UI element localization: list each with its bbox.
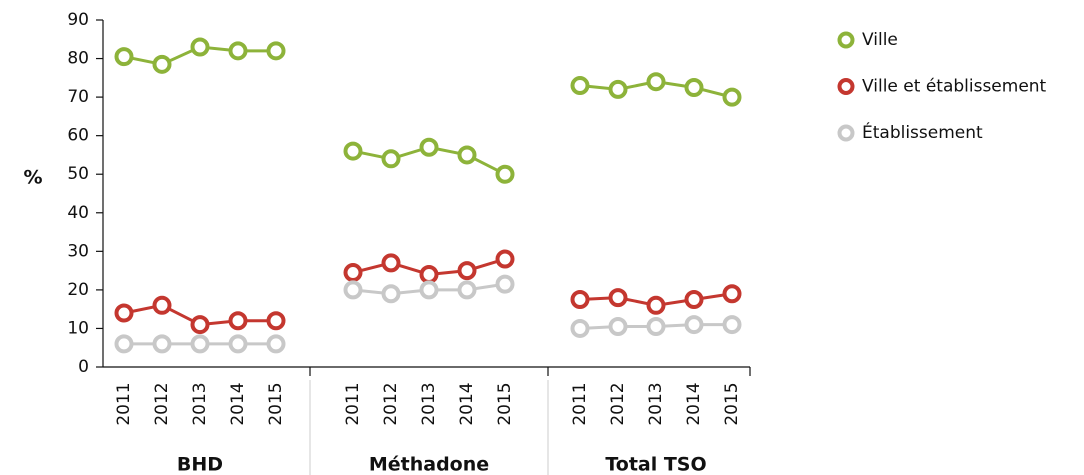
- point: [495, 164, 515, 184]
- point: [722, 315, 742, 335]
- point: [608, 317, 628, 337]
- point: [190, 334, 210, 354]
- legend-marker: [837, 31, 855, 49]
- y-tick-label: 90: [67, 10, 89, 30]
- point: [684, 315, 704, 335]
- point: [457, 261, 477, 281]
- x-tick-label: 2015: [266, 382, 286, 425]
- point: [495, 249, 515, 269]
- y-tick-label: 20: [67, 280, 89, 300]
- y-tick-label: 80: [67, 49, 89, 69]
- x-tick-label: 2012: [152, 382, 172, 425]
- y-tick-label: 60: [67, 126, 89, 146]
- x-tick-label: 2011: [343, 382, 363, 425]
- x-tick-label: 2011: [114, 382, 134, 425]
- point: [570, 76, 590, 96]
- y-tick-label: 70: [67, 87, 89, 107]
- point: [457, 280, 477, 300]
- y-tick-label: 0: [78, 357, 89, 377]
- point: [152, 295, 172, 315]
- point: [495, 274, 515, 294]
- x-tick-label: 2013: [419, 382, 439, 425]
- point: [152, 54, 172, 74]
- point: [114, 47, 134, 67]
- x-tick-label: 2012: [608, 382, 628, 425]
- point: [343, 263, 363, 283]
- y-axis-label: %: [23, 167, 42, 189]
- x-tick-label: 2013: [190, 382, 210, 425]
- point: [343, 141, 363, 161]
- x-tick-label: 2015: [495, 382, 515, 425]
- point: [114, 334, 134, 354]
- point: [646, 72, 666, 92]
- point: [457, 145, 477, 165]
- group-label: Total TSO: [605, 454, 706, 475]
- x-tick-label: 2014: [684, 382, 704, 425]
- point: [190, 37, 210, 57]
- point: [570, 318, 590, 338]
- y-tick-label: 40: [67, 203, 89, 223]
- point: [381, 284, 401, 304]
- legend-label: Ville et établissement: [862, 77, 1047, 97]
- point: [228, 41, 248, 61]
- legend-marker: [837, 78, 855, 95]
- point: [608, 288, 628, 308]
- x-tick-label: 2013: [646, 382, 666, 425]
- point: [381, 253, 401, 273]
- x-tick-label: 2014: [228, 382, 248, 425]
- y-tick-label: 10: [67, 318, 89, 338]
- point: [152, 334, 172, 354]
- point: [228, 334, 248, 354]
- point: [419, 264, 439, 284]
- x-tick-label: 2014: [457, 382, 477, 425]
- point: [570, 290, 590, 310]
- legend-label: Ville: [862, 30, 898, 50]
- point: [228, 311, 248, 331]
- point: [343, 280, 363, 300]
- group-label: BHD: [177, 454, 223, 475]
- x-tick-label: 2012: [381, 382, 401, 425]
- x-tick-label: 2015: [722, 382, 742, 425]
- point: [419, 137, 439, 157]
- point: [646, 317, 666, 337]
- point: [266, 41, 286, 61]
- legend-marker: [837, 124, 855, 142]
- point: [381, 149, 401, 169]
- point: [266, 334, 286, 354]
- point: [114, 303, 134, 323]
- point: [608, 79, 628, 99]
- y-tick-label: 50: [67, 164, 89, 184]
- point: [722, 87, 742, 107]
- point: [684, 77, 704, 97]
- point: [684, 290, 704, 310]
- legend-label: Établissement: [862, 121, 983, 143]
- point: [722, 284, 742, 304]
- point: [646, 295, 666, 315]
- point: [266, 311, 286, 331]
- x-tick-label: 2011: [570, 382, 590, 425]
- y-tick-label: 30: [67, 241, 89, 261]
- point: [190, 315, 210, 335]
- group-label: Méthadone: [369, 454, 489, 475]
- point: [419, 280, 439, 300]
